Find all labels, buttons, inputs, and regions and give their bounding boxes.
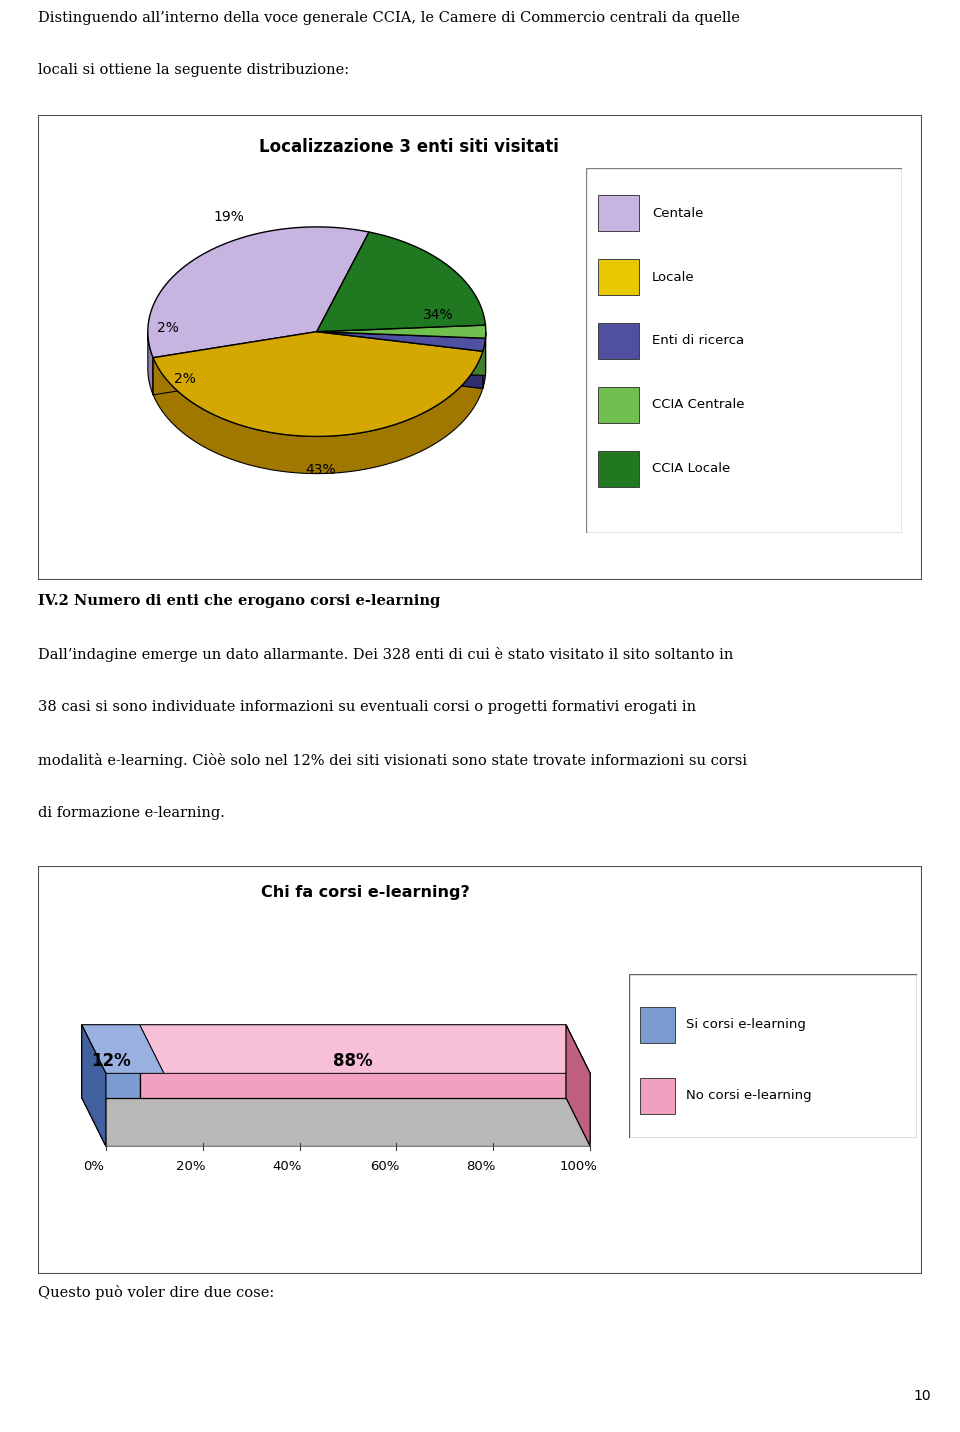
Polygon shape	[317, 325, 486, 338]
Polygon shape	[317, 332, 486, 375]
Text: 43%: 43%	[305, 463, 335, 477]
Polygon shape	[317, 232, 486, 332]
Polygon shape	[154, 332, 317, 395]
Text: 80%: 80%	[467, 1160, 496, 1173]
Polygon shape	[82, 1098, 590, 1146]
Polygon shape	[82, 1025, 106, 1146]
Text: Si corsi e-learning: Si corsi e-learning	[686, 1018, 806, 1031]
Text: 34%: 34%	[423, 308, 454, 322]
Polygon shape	[140, 1025, 590, 1074]
Polygon shape	[82, 1025, 590, 1074]
Polygon shape	[148, 332, 154, 395]
Polygon shape	[317, 332, 483, 388]
Text: locali si ottiene la seguente distribuzione:: locali si ottiene la seguente distribuzi…	[38, 63, 349, 77]
Text: 19%: 19%	[213, 209, 245, 223]
Text: Questo può voler dire due cose:: Questo può voler dire due cose:	[38, 1285, 275, 1299]
Text: 20%: 20%	[176, 1160, 205, 1173]
Text: modalità e-learning. Ciòè solo nel 12% dei siti visionati sono state trovate inf: modalità e-learning. Ciòè solo nel 12% d…	[38, 753, 748, 768]
Text: Enti di ricerca: Enti di ricerca	[652, 335, 744, 348]
Text: Dall’indagine emerge un dato allarmante. Dei 328 enti di cui è stato visitato il: Dall’indagine emerge un dato allarmante.…	[38, 647, 733, 662]
Polygon shape	[82, 1025, 164, 1074]
Text: CCIA Centrale: CCIA Centrale	[652, 398, 745, 411]
Bar	[598, 451, 639, 487]
Polygon shape	[154, 351, 483, 474]
Text: Locale: Locale	[652, 271, 695, 284]
Bar	[598, 322, 639, 359]
Text: Localizzazione 3 enti siti visitati: Localizzazione 3 enti siti visitati	[259, 137, 560, 156]
Polygon shape	[154, 332, 317, 395]
Polygon shape	[566, 1025, 590, 1146]
Polygon shape	[154, 332, 483, 437]
Text: 88%: 88%	[333, 1053, 372, 1070]
Bar	[598, 259, 639, 295]
Bar	[640, 1077, 675, 1114]
Text: Centale: Centale	[652, 206, 704, 219]
Text: 12%: 12%	[91, 1053, 131, 1070]
Polygon shape	[483, 338, 486, 388]
Bar	[598, 195, 639, 232]
Text: 38 casi si sono individuate informazioni su eventuali corsi o progetti formativi: 38 casi si sono individuate informazioni…	[38, 700, 697, 715]
Text: Distinguendo all’interno della voce generale CCIA, le Camere di Commercio centra: Distinguendo all’interno della voce gene…	[38, 11, 740, 26]
Bar	[82, 1025, 140, 1098]
Text: di formazione e-learning.: di formazione e-learning.	[38, 806, 226, 821]
Text: Chi fa corsi e-learning?: Chi fa corsi e-learning?	[261, 885, 469, 899]
Text: 40%: 40%	[273, 1160, 302, 1173]
Text: 10: 10	[914, 1389, 931, 1403]
Text: IV.2 Numero di enti che erogano corsi e-learning: IV.2 Numero di enti che erogano corsi e-…	[38, 594, 441, 609]
Polygon shape	[317, 332, 486, 351]
Polygon shape	[148, 226, 369, 358]
Text: 60%: 60%	[370, 1160, 399, 1173]
Text: 100%: 100%	[559, 1160, 597, 1173]
Text: 2%: 2%	[174, 372, 196, 387]
Polygon shape	[317, 332, 486, 375]
Text: 2%: 2%	[157, 321, 179, 335]
Text: No corsi e-learning: No corsi e-learning	[686, 1090, 812, 1103]
Polygon shape	[317, 332, 483, 388]
Polygon shape	[82, 1025, 106, 1146]
Polygon shape	[566, 1025, 590, 1146]
Text: 0%: 0%	[84, 1160, 105, 1173]
Bar	[140, 1025, 566, 1098]
Bar	[640, 1007, 675, 1042]
Text: CCIA Locale: CCIA Locale	[652, 463, 731, 475]
Bar	[598, 387, 639, 424]
